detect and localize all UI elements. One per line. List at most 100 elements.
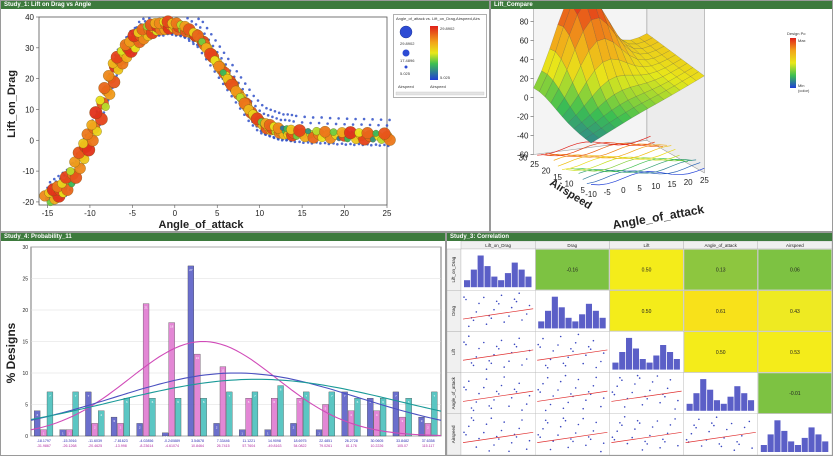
scatter-chart: -15 -10 -5 0 5 10 15 20 25 -20 -10 0 10 20 30 40 Angle_… [6, 13, 396, 231]
surface-z-tick-label: 20 [520, 75, 529, 84]
histogram-bar [296, 398, 303, 437]
histogram-bar-label: 6 [152, 400, 154, 404]
corr-cell [460, 290, 536, 332]
corr-histogram-bar [599, 317, 606, 329]
corr-scatter-dot [589, 438, 592, 441]
corr-coefficient-cell [758, 331, 832, 373]
corr-scatter-dot [521, 409, 523, 411]
histogram-y-tick-label: 5 [25, 403, 28, 409]
corr-scatter-dot [468, 335, 470, 337]
corr-scatter-dot [595, 366, 597, 369]
corr-scatter-dot [646, 398, 648, 400]
scatter-y-tick-label: 20 [25, 75, 34, 84]
corr-scatter-dot [542, 337, 544, 340]
histogram-x-tick-label-secondary: 10.8464 [191, 444, 204, 448]
histogram-bar [418, 416, 425, 437]
corr-scatter-dot [483, 341, 485, 344]
corr-scatter-dot [515, 345, 518, 348]
corr-coefficient-value: 0.06 [790, 268, 800, 274]
scatter-point-small [190, 20, 194, 23]
corr-coefficient-value: 0.43 [790, 309, 800, 315]
corr-scatter-dot [525, 313, 528, 315]
corr-histogram-bar [700, 379, 707, 411]
corr-scatter-dot [613, 393, 616, 396]
scatter-point-small [200, 51, 204, 55]
scatter-point-small [353, 143, 356, 147]
histogram-x-tick-label-secondary: -26.1268 [62, 444, 76, 448]
corr-histogram-bar [815, 434, 822, 452]
histogram-bar [367, 398, 374, 437]
corr-fit-line [537, 390, 608, 402]
scatter-point-small [220, 56, 223, 60]
histogram-bar-label: 8 [280, 388, 282, 392]
corr-scatter-dot [542, 428, 544, 430]
corr-scatter-dot [485, 368, 488, 370]
corr-scatter-dot [626, 442, 629, 445]
legend-scrollbar[interactable] [395, 91, 485, 96]
corr-scatter-dot [528, 439, 531, 442]
histogram-x-tick-label: 11.1221 [242, 439, 255, 443]
histogram-x-tick-label-secondary: 54.0822 [294, 444, 307, 448]
corr-histogram-bar [538, 321, 545, 329]
scatter-point-small [285, 138, 289, 142]
corr-scatter-dot [616, 430, 618, 432]
corr-histogram-bar [585, 303, 592, 329]
scatter-point [66, 167, 75, 176]
corr-scatter-dot [664, 441, 666, 443]
corr-scatter-dot [698, 418, 700, 421]
corr-scatter-dot [651, 426, 654, 428]
corr-scatter-dot [528, 394, 531, 397]
corr-scatter-dot [513, 388, 516, 391]
scatter-legend[interactable]: Angle_of_attack vs. Lift_on_Drag,Airspee… [393, 14, 487, 98]
corr-scatter-dot [470, 417, 473, 419]
corr-scatter-dot [736, 441, 738, 443]
corr-histogram-bar [572, 321, 579, 329]
histogram-bar-label: 6 [408, 400, 410, 404]
scatter-x-tick-label: 0 [173, 209, 178, 218]
corr-coefficient-value: 0.13 [716, 268, 726, 274]
scatter-point [361, 127, 374, 139]
corr-scatter-dot [546, 422, 549, 424]
scatter-point [89, 106, 103, 120]
scatter-point-small [272, 136, 276, 140]
scatter-point-small [302, 141, 305, 145]
scatter-point-small [48, 180, 52, 184]
legend-left-label: Airspeed [398, 84, 414, 89]
surface-x-axis-label: Angle_of_attack [611, 202, 705, 231]
scatter-point-small [211, 44, 215, 48]
scatter-y-tick-label: -10 [22, 167, 34, 176]
corr-scatter-dot [574, 387, 577, 389]
corr-scatter-dot [738, 443, 740, 446]
corr-scatter-dot [475, 311, 478, 313]
scatter-point [101, 102, 110, 111]
corr-scatter-dot [493, 444, 495, 446]
corr-scatter-dot [585, 399, 587, 401]
corr-scatter-dot [677, 444, 679, 447]
legend-size-large [399, 25, 413, 39]
scatter-point [95, 95, 105, 105]
corr-fit-line [462, 431, 534, 443]
scatter-x-tick-label: 15 [298, 209, 307, 218]
scatter-y-tick-label: 40 [25, 13, 34, 22]
scatter-point-small [306, 141, 310, 144]
histogram-bar-label: 7 [434, 394, 436, 398]
histogram-y-tick-label: 10 [22, 371, 28, 377]
corr-scatter-dot [488, 450, 490, 452]
surface-x-tick-label: 15 [668, 180, 677, 189]
histogram-bar-label: 6 [248, 400, 250, 404]
scatter-point-small [243, 113, 246, 116]
surface-contour-line [578, 158, 693, 174]
histogram-bar [290, 423, 297, 437]
corr-row-header: Lift [451, 348, 456, 355]
corr-scatter-dot [559, 380, 562, 383]
histogram-bar-label: 2 [94, 425, 96, 429]
scatter-point-small [262, 112, 266, 116]
scatter-point-small [385, 124, 389, 127]
corr-scatter-dot [513, 343, 516, 346]
corr-scatter-dot [636, 419, 639, 422]
corr-cell [460, 372, 536, 415]
corr-row-header: Drag [451, 305, 456, 315]
scatter-point-small [251, 124, 255, 127]
scatter-point-small [243, 82, 247, 85]
corr-column-header: Drag [567, 243, 577, 248]
